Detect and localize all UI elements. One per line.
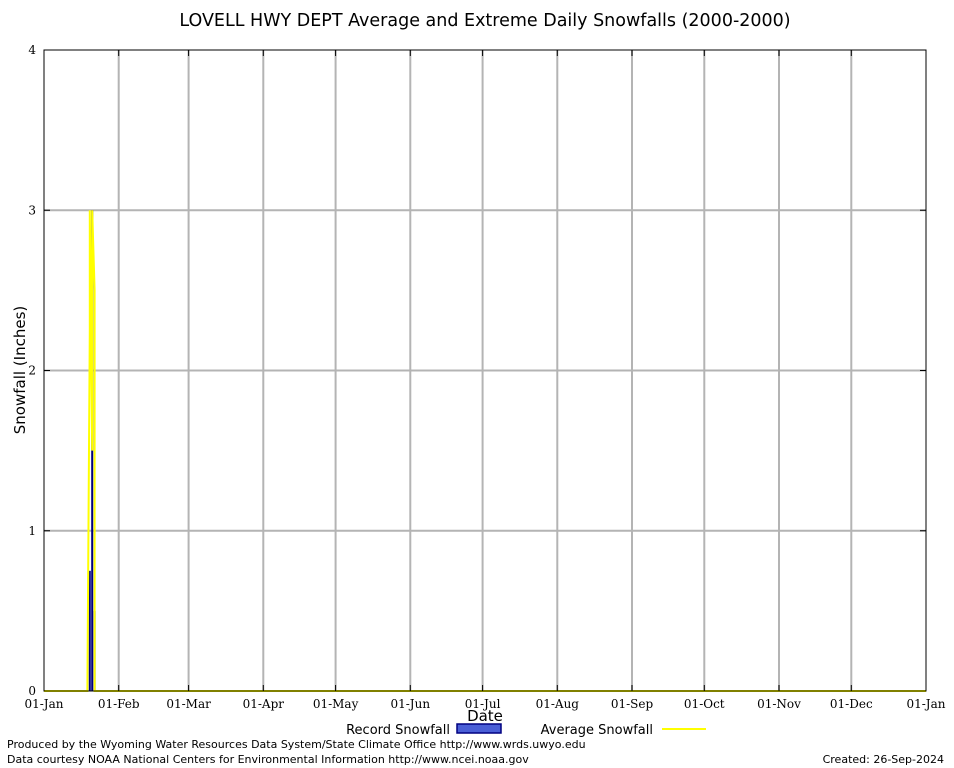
x-axis-ticks: 01-Jan 01-Feb 01-Mar 01-Apr 01-May 01-Jun 01-J… xyxy=(24,50,946,711)
legend: Record Snowfall Average Snowfall xyxy=(346,723,706,738)
x-tick-label: 01-Jan xyxy=(24,697,63,711)
x-tick-label: 01-Oct xyxy=(684,697,725,711)
grid-lines xyxy=(44,50,926,691)
average-snowfall-line xyxy=(44,210,926,692)
x-tick-label: 01-Jan xyxy=(906,697,945,711)
x-tick-label: 01-Dec xyxy=(830,697,873,711)
x-tick-label: 01-Feb xyxy=(98,697,140,711)
credit-line-2: Data courtesy NOAA National Centers for … xyxy=(7,753,529,766)
y-tick-label: 0 xyxy=(28,684,36,698)
legend-average-label: Average Snowfall xyxy=(541,723,653,738)
x-tick-label: 01-Mar xyxy=(166,697,211,711)
x-axis-label: Date xyxy=(467,707,503,725)
y-axis-label: Snowfall (Inches) xyxy=(11,306,29,434)
y-tick-label: 1 xyxy=(28,524,36,538)
x-tick-label: 01-Apr xyxy=(243,697,285,711)
record-snowfall-bar xyxy=(88,570,91,691)
x-tick-label: 01-Aug xyxy=(536,697,580,711)
y-tick-label: 2 xyxy=(28,364,36,378)
x-tick-label: 01-May xyxy=(313,697,359,711)
y-axis-ticks: 0 1 2 3 4 xyxy=(28,43,926,698)
y-tick-label: 4 xyxy=(28,43,36,57)
x-tick-label: 01-Jul xyxy=(465,697,501,711)
credit-line-1: Produced by the Wyoming Water Resources … xyxy=(7,738,586,751)
y-tick-label: 3 xyxy=(28,203,36,217)
legend-record-label: Record Snowfall xyxy=(346,723,450,738)
x-tick-label: 01-Nov xyxy=(757,697,801,711)
created-date: Created: 26-Sep-2024 xyxy=(823,753,944,766)
legend-record-swatch xyxy=(456,723,502,734)
x-tick-label: 01-Sep xyxy=(611,697,654,711)
chart-title: LOVELL HWY DEPT Average and Extreme Dail… xyxy=(179,11,790,31)
x-tick-label: 01-Jun xyxy=(390,697,430,711)
